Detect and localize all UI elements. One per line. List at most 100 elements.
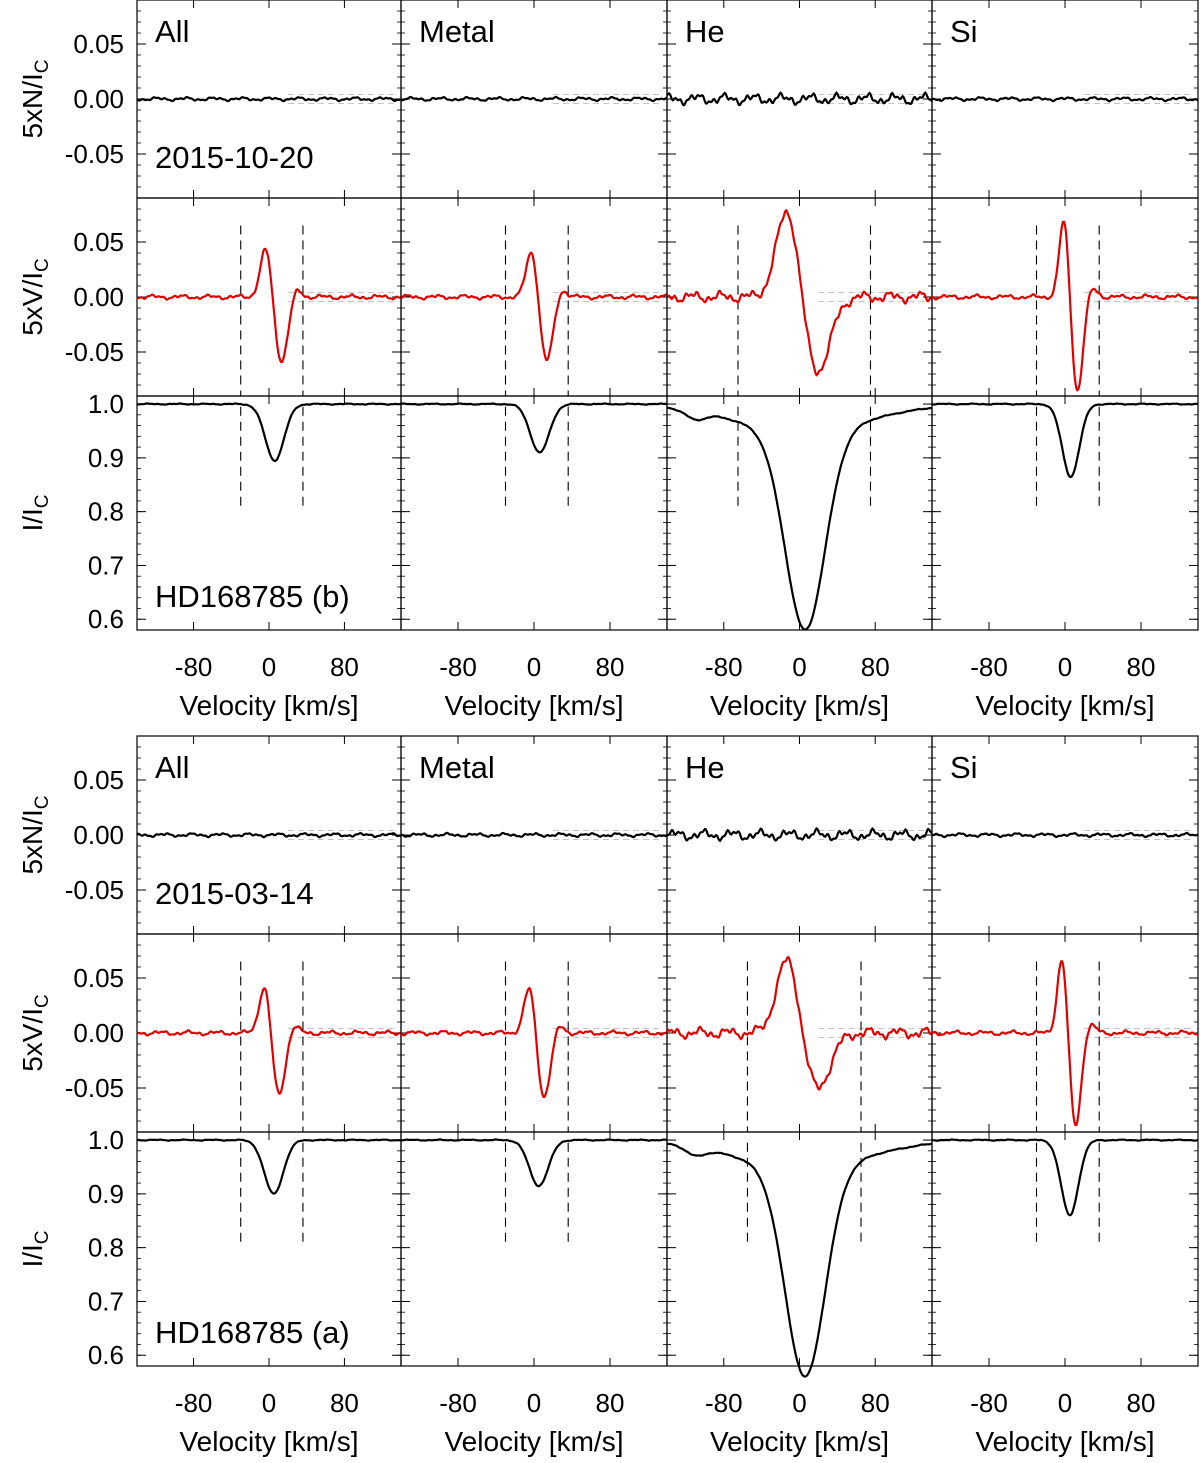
x-axis-title: Velocity [km/s]	[180, 690, 359, 721]
y-axis-title-N: 5xN/IC	[17, 795, 53, 874]
x-tick-label: -80	[439, 1388, 477, 1418]
y-tick-label: 0.00	[73, 1018, 124, 1048]
y-tick-label: 0.8	[88, 1233, 124, 1263]
stokes-V-profile-metal	[400, 251, 668, 362]
y-tick-label: -0.05	[65, 1073, 124, 1103]
stokes-I-profile-si	[931, 1138, 1199, 1217]
panel-frame	[931, 1131, 1199, 1367]
x-tick-label: 0	[527, 1388, 541, 1418]
column-title-he: He	[685, 14, 725, 49]
x-tick-label: 80	[330, 1388, 359, 1418]
stokes-N-profile-he	[666, 91, 933, 107]
x-tick-label: 0	[527, 652, 541, 682]
panel-frame	[666, 1131, 933, 1367]
stokes-V-profile-he	[667, 208, 933, 377]
stokes-V-profile-all	[136, 247, 402, 364]
x-tick-label: 0	[1058, 652, 1072, 682]
y-tick-label: -0.05	[65, 337, 124, 367]
panel-frame	[931, 395, 1199, 631]
x-axis-title: Velocity [km/s]	[710, 690, 889, 721]
column-title-si: Si	[950, 750, 978, 785]
x-tick-label: 80	[1127, 652, 1156, 682]
y-tick-label: 0.6	[88, 604, 124, 634]
y-tick-label: 0.05	[73, 963, 124, 993]
x-tick-label: 0	[262, 1388, 276, 1418]
y-axis-title-N: 5xN/IC	[17, 59, 53, 138]
y-axis-title-V: 5xV/IC	[17, 258, 53, 336]
observation-date: 2015-10-20	[155, 140, 314, 175]
stokes-V-profile-si	[931, 220, 1199, 392]
x-tick-label: -80	[705, 1388, 743, 1418]
y-tick-label: 1.0	[88, 389, 124, 419]
stokes-N-profile-all	[136, 95, 402, 103]
stokes-N-profile-metal	[400, 95, 668, 103]
y-tick-label: -0.05	[65, 875, 124, 905]
column-title-metal: Metal	[419, 750, 495, 785]
y-tick-label: 0.8	[88, 497, 124, 527]
x-axis-title: Velocity [km/s]	[710, 1426, 889, 1457]
y-tick-label: 0.9	[88, 443, 124, 473]
x-tick-label: 80	[861, 1388, 890, 1418]
panel-frame	[931, 933, 1199, 1133]
stokes-N-profile-si	[931, 831, 1199, 839]
x-tick-label: 0	[1058, 1388, 1072, 1418]
x-tick-label: -80	[439, 652, 477, 682]
x-tick-label: 0	[262, 652, 276, 682]
x-axis-title: Velocity [km/s]	[976, 690, 1155, 721]
panel-frame	[666, 395, 933, 631]
stokes-I-profile-he	[667, 406, 933, 631]
observation-date: 2015-03-14	[155, 876, 314, 911]
observation-block-0: 5xN/IC 0.05 0.00 -0.05 All Metal He Si 2015-10-2…	[17, 0, 1199, 721]
stokes-N-profile-he	[666, 827, 933, 843]
x-tick-label: 0	[792, 1388, 806, 1418]
stokes-I-profile-he	[666, 1142, 933, 1378]
y-axis-title-I: I/IC	[17, 1230, 53, 1267]
x-axis-title: Velocity [km/s]	[976, 1426, 1155, 1457]
column-title-metal: Metal	[419, 14, 495, 49]
stokes-N-profile-all	[137, 831, 402, 839]
star-label: HD168785 (a)	[155, 1315, 350, 1350]
stokes-V-profile-all	[136, 987, 402, 1096]
x-tick-label: -80	[705, 652, 743, 682]
stokes-I-profile-all	[136, 1138, 402, 1195]
x-tick-label: 80	[596, 1388, 625, 1418]
stokes-N-profile-metal	[400, 831, 668, 839]
x-tick-label: 80	[596, 652, 625, 682]
y-tick-label: 0.05	[73, 227, 124, 257]
y-tick-label: 0.05	[73, 765, 124, 795]
y-tick-label: 1.0	[88, 1125, 124, 1155]
observation-block-1: 5xN/IC 0.05 0.00 -0.05 All Metal He Si 2015-03-1…	[17, 735, 1199, 1457]
panel-frame	[400, 933, 668, 1133]
x-tick-label: 0	[792, 652, 806, 682]
x-tick-label: -80	[175, 1388, 213, 1418]
x-tick-label: -80	[970, 652, 1008, 682]
y-tick-label: 0.05	[73, 29, 124, 59]
stokes-I-profile-si	[932, 402, 1199, 479]
stokes-V-profile-metal	[400, 986, 668, 1098]
panel-frame	[400, 395, 668, 631]
stokes-I-profile-all	[136, 402, 402, 463]
y-tick-label: 0.6	[88, 1340, 124, 1370]
x-axis-title: Velocity [km/s]	[445, 690, 624, 721]
star-label: HD168785 (b)	[155, 579, 350, 614]
stokes-V-profile-si	[932, 960, 1199, 1127]
y-tick-label: -0.05	[65, 139, 124, 169]
x-tick-label: -80	[970, 1388, 1008, 1418]
x-tick-label: 80	[861, 652, 890, 682]
y-tick-label: 0.00	[73, 84, 124, 114]
y-tick-label: 0.9	[88, 1179, 124, 1209]
column-title-all: All	[155, 14, 189, 49]
panel-frame	[400, 1131, 668, 1367]
y-tick-label: 0.7	[88, 1286, 124, 1316]
stokes-V-profile-he	[666, 955, 933, 1091]
column-title-he: He	[685, 750, 725, 785]
stokes-N-profile-si	[931, 95, 1199, 103]
y-tick-label: 0.7	[88, 550, 124, 580]
y-axis-title-V: 5xV/IC	[17, 994, 53, 1072]
column-title-si: Si	[950, 14, 978, 49]
y-tick-label: 0.00	[73, 820, 124, 850]
x-tick-label: -80	[175, 652, 213, 682]
stokes-I-profile-metal	[401, 1138, 667, 1188]
y-tick-label: 0.00	[73, 282, 124, 312]
y-axis-title-I: I/IC	[17, 494, 53, 531]
